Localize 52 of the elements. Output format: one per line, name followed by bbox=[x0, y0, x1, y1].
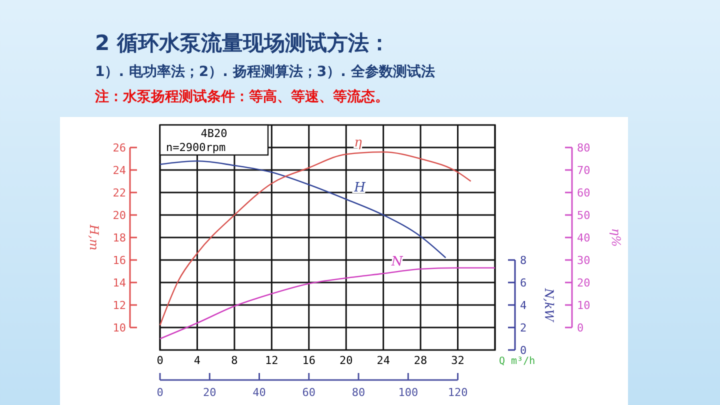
y2-tick-label: 20 bbox=[577, 276, 590, 290]
y-tick-label: 10 bbox=[112, 322, 126, 334]
chart-subtitle: 1）. 电功率法；2）. 扬程测算法；3）. 全参数测试法 bbox=[95, 63, 435, 80]
x2-tick-label: 0 bbox=[156, 386, 164, 399]
x-tick-label: 28 bbox=[414, 354, 428, 367]
y3-tick-label: 0 bbox=[520, 344, 527, 357]
y3-tick-label: 8 bbox=[520, 254, 527, 267]
y-tick-label: 24 bbox=[112, 164, 126, 177]
y-tick-label: 20 bbox=[112, 209, 126, 222]
x2-tick-label: 40 bbox=[252, 386, 266, 399]
annotation: n=2900rpm bbox=[166, 141, 226, 154]
x-tick-label: 16 bbox=[302, 354, 316, 367]
x-tick-label: 12 bbox=[265, 354, 278, 367]
y-tick-label: 16 bbox=[112, 254, 126, 267]
x-axis-title: Q m³/h bbox=[499, 356, 536, 367]
y3-axis-title: N,kW bbox=[542, 287, 556, 324]
y3-tick-label: 2 bbox=[520, 322, 527, 334]
annotation: 4B20 bbox=[200, 127, 228, 140]
chart-title: 2 循环水泵流量现场测试方法： bbox=[95, 31, 390, 55]
x-tick-label: 32 bbox=[451, 354, 464, 367]
x-tick-label: 4 bbox=[194, 354, 201, 367]
y-tick-label: 14 bbox=[112, 276, 126, 290]
y2-tick-label: 50 bbox=[577, 209, 590, 222]
y2-tick-label: 70 bbox=[577, 164, 590, 177]
y2-tick-label: 40 bbox=[577, 232, 590, 244]
series-label: H bbox=[353, 180, 366, 196]
y-tick-label: 18 bbox=[112, 232, 126, 244]
y2-tick-label: 0 bbox=[577, 322, 584, 334]
x-tick-label: 24 bbox=[376, 354, 390, 367]
y2-tick-label: 60 bbox=[577, 186, 590, 200]
y2-axis-title: η% bbox=[609, 228, 623, 247]
line-series bbox=[159, 267, 496, 340]
note-box: 4B20 n=2900rpm bbox=[159, 124, 269, 156]
x2-tick-label: 120 bbox=[448, 386, 468, 399]
y-tick-label: 22 bbox=[112, 186, 126, 200]
y-tick-label: 12 bbox=[112, 299, 126, 312]
y3-tick-label: 6 bbox=[520, 276, 527, 290]
x2-tick-label: 20 bbox=[203, 386, 216, 399]
x-tick-label: 20 bbox=[339, 354, 353, 367]
x-tick-label: 0 bbox=[156, 354, 164, 367]
y-tick-label: 26 bbox=[112, 142, 126, 154]
y3-tick-label: 4 bbox=[520, 299, 527, 312]
y2-tick-label: 30 bbox=[577, 254, 590, 267]
x-tick-label: 8 bbox=[231, 354, 238, 367]
y2-tick-label: 10 bbox=[577, 299, 590, 312]
text: 注：水泵扬程测试条件：等高、等速、等流态。 bbox=[94, 88, 389, 105]
x2-tick-label: 80 bbox=[352, 386, 366, 399]
x2-tick-label: 100 bbox=[398, 386, 418, 399]
x2-tick-label: 60 bbox=[302, 386, 316, 399]
y-axis-title: H,m bbox=[87, 224, 101, 250]
series-label: η bbox=[354, 135, 362, 150]
y2-tick-label: 80 bbox=[577, 142, 590, 154]
